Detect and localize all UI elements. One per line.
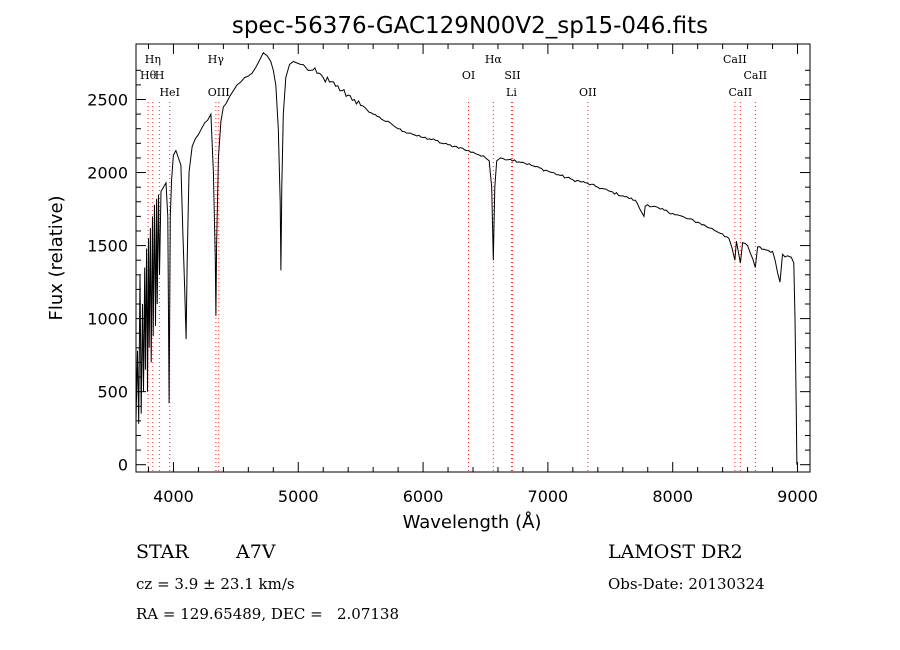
chart-title: spec-56376-GAC129N00V2_sp15-046.fits [232,13,708,39]
line-label: Hγ [208,53,225,66]
line-label: OI [462,69,475,82]
y-tick-label: 500 [97,383,128,402]
line-label: Li [506,86,517,99]
y-tick-label: 2000 [87,164,128,183]
y-tick-label: 1500 [87,237,128,256]
line-label: SII [504,69,520,82]
plot-frame [135,43,811,473]
line-label: H [155,69,165,82]
x-tick-label: 6000 [403,487,444,506]
line-label: Hα [485,53,503,66]
line-label: OII [579,86,597,99]
x-tick-label: 7000 [528,487,569,506]
survey-name: LAMOST DR2 [608,541,743,563]
coordinates: RA = 129.65489, DEC = 2.07138 [136,605,400,623]
object-type: STAR [136,541,189,563]
line-label: HeI [159,86,179,99]
y-tick-label: 2500 [87,91,128,110]
x-tick-label: 5000 [278,487,319,506]
line-label: CaII [723,53,747,66]
spectral-line-markers [147,102,756,472]
subclass: A7V [236,541,276,563]
spectrum-line [135,52,798,465]
line-label: OIII [208,86,230,99]
x-tick-label: 4000 [153,487,194,506]
spectral-line-labels: Hη HθH HeI Hγ OIII Hα OI SII Li OII CaII CaII CaII [140,53,767,99]
line-label: Hθ [140,69,157,82]
line-label: Hη [145,53,161,66]
axis-ticks [136,44,810,472]
axis-tick-labels: 4000 5000 6000 7000 8000 9000 0 500 1000 1500 2000… [87,91,818,506]
y-tick-label: 0 [118,456,128,475]
line-label: CaII [743,69,767,82]
x-tick-label: 8000 [652,487,693,506]
x-tick-label: 9000 [777,487,818,506]
line-label: CaII [729,86,753,99]
y-axis-label: Flux (relative) [46,195,67,320]
y-tick-label: 1000 [87,310,128,329]
obs-date: Obs-Date: 20130324 [608,575,765,593]
redshift: cz = 3.9 ± 23.1 km/s [136,575,295,593]
x-axis-label: Wavelength (Å) [403,511,542,533]
